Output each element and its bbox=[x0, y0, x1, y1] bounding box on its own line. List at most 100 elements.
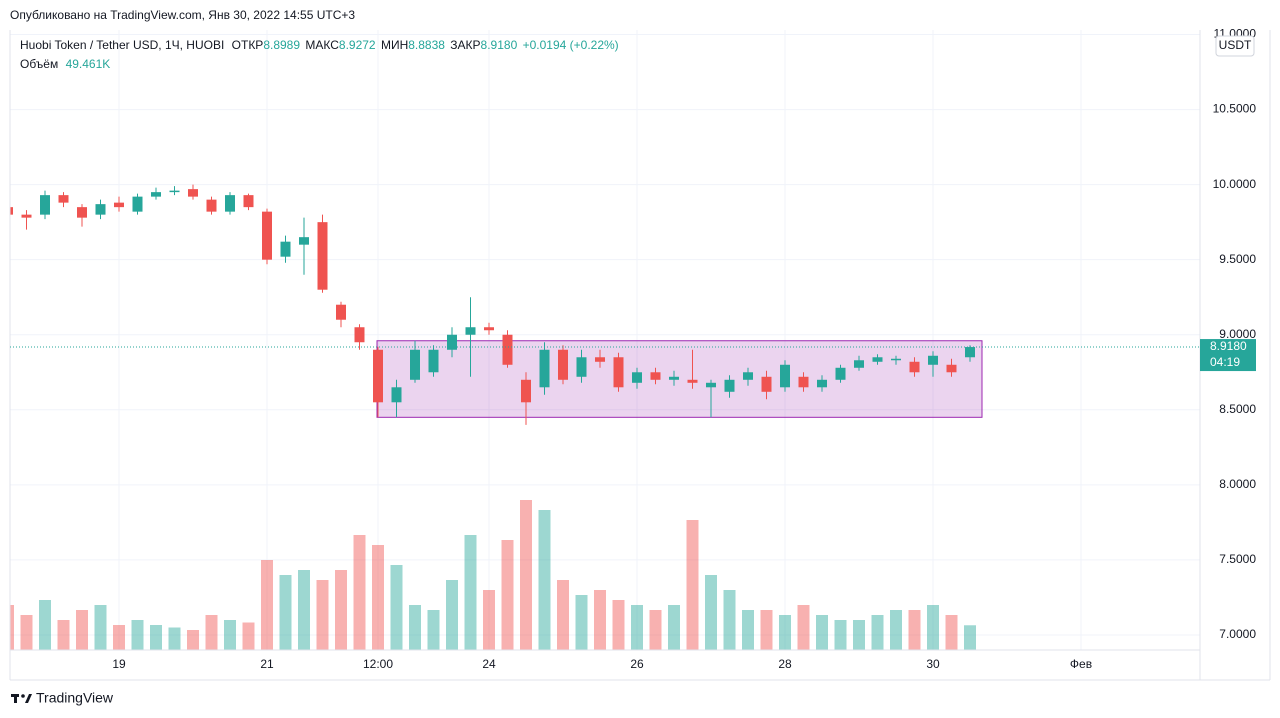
candle-body bbox=[965, 347, 975, 358]
countdown-label: 04:19 bbox=[1210, 355, 1240, 369]
volume-bar bbox=[834, 620, 847, 650]
volume-bar bbox=[612, 600, 625, 650]
volume-bar bbox=[816, 615, 828, 650]
candle-body bbox=[669, 376, 679, 380]
candle-body bbox=[336, 304, 346, 320]
volume-bar bbox=[298, 570, 310, 650]
candle-body bbox=[761, 376, 772, 392]
candle-body bbox=[687, 379, 698, 383]
candle-body bbox=[891, 358, 901, 361]
candle-body bbox=[835, 367, 846, 380]
volume-bar bbox=[20, 615, 33, 650]
candle-body bbox=[428, 349, 439, 373]
volume-bar bbox=[797, 605, 810, 650]
volume-bar bbox=[409, 605, 421, 650]
x-tick-label: 26 bbox=[630, 657, 644, 671]
volume-bar bbox=[853, 620, 865, 650]
candle-body bbox=[576, 357, 587, 377]
candle-body bbox=[724, 379, 735, 392]
low-value: 8.8838 bbox=[408, 38, 445, 52]
footer-brand: TradingView bbox=[36, 690, 114, 706]
range-box bbox=[376, 340, 983, 418]
candle-body bbox=[706, 382, 716, 388]
volume-bar bbox=[538, 510, 551, 650]
published-note: Опубликовано на TradingView.com, Янв 30,… bbox=[10, 8, 355, 22]
open-value: 8.8989 bbox=[263, 38, 300, 52]
volume-value: 49.461K bbox=[66, 57, 111, 71]
candle-body bbox=[780, 364, 790, 388]
volume-bar bbox=[464, 535, 477, 650]
x-tick-label: 30 bbox=[926, 657, 940, 671]
candle-body bbox=[77, 207, 87, 218]
candle-body bbox=[262, 211, 272, 260]
candle-body bbox=[854, 360, 864, 368]
volume-bar bbox=[168, 627, 181, 650]
volume-legend: Объём 49.461K bbox=[20, 57, 110, 71]
volume-bar bbox=[316, 580, 329, 650]
volume-bar bbox=[705, 575, 717, 650]
candle-body bbox=[484, 327, 494, 331]
volume-bar bbox=[10, 605, 14, 650]
volume-bar bbox=[205, 615, 218, 650]
candle-body bbox=[317, 222, 328, 290]
volume-bar bbox=[39, 600, 51, 650]
candle-body bbox=[58, 195, 69, 203]
candle-body bbox=[132, 196, 143, 212]
x-tick-label: Фев bbox=[1070, 657, 1092, 671]
volume-bar bbox=[446, 580, 458, 650]
y-tick-label: 9.0000 bbox=[1219, 327, 1256, 341]
candle-body bbox=[613, 357, 624, 388]
volume-bar bbox=[686, 520, 699, 650]
volume-bar bbox=[150, 625, 162, 650]
candle-body bbox=[798, 376, 809, 388]
volume-bar bbox=[372, 545, 384, 650]
volume-bar bbox=[649, 610, 662, 650]
volume-bar bbox=[631, 605, 643, 650]
currency: USDT bbox=[1219, 38, 1252, 52]
candle-body bbox=[539, 349, 550, 388]
volume-bar bbox=[760, 610, 773, 650]
volume-bar bbox=[187, 630, 199, 650]
volume-bar bbox=[668, 605, 680, 650]
volume-bar bbox=[224, 620, 236, 650]
candle-body bbox=[743, 372, 753, 380]
logo bbox=[11, 694, 32, 703]
volume-bar bbox=[742, 610, 754, 650]
candle-body bbox=[946, 364, 957, 373]
candle-body bbox=[206, 199, 217, 212]
volume-bar bbox=[483, 590, 495, 650]
close-value: 8.9180 bbox=[481, 38, 518, 52]
candle-body bbox=[928, 355, 938, 365]
volume-bar bbox=[520, 500, 532, 650]
candle-body bbox=[909, 361, 920, 373]
volume-bar bbox=[871, 615, 884, 650]
last-price-label: 8.9180 bbox=[1210, 339, 1247, 353]
candle-body bbox=[391, 387, 402, 403]
x-tick-label: 28 bbox=[778, 657, 792, 671]
volume-bar bbox=[945, 615, 958, 650]
volume-label: Объём bbox=[20, 57, 58, 71]
volume-bar bbox=[575, 595, 588, 650]
volume-bar bbox=[279, 575, 292, 650]
volume-bar bbox=[390, 565, 403, 650]
candle-body bbox=[817, 379, 827, 388]
low-label: МИН bbox=[381, 38, 408, 52]
candle-body bbox=[10, 207, 13, 215]
candle-body bbox=[558, 349, 568, 380]
candle-body bbox=[373, 349, 383, 403]
y-tick-label: 7.5000 bbox=[1219, 552, 1256, 566]
candle-body bbox=[521, 379, 531, 403]
candle-body bbox=[225, 195, 235, 212]
candle-body bbox=[169, 190, 180, 193]
candle-body bbox=[465, 327, 476, 335]
y-tick-label: 7.0000 bbox=[1219, 627, 1256, 641]
candle-body bbox=[410, 349, 420, 380]
candle-body bbox=[354, 327, 365, 343]
change: +0.0194 (+0.22%) bbox=[523, 38, 619, 52]
candle-body bbox=[632, 372, 642, 383]
volume-bar bbox=[501, 540, 514, 650]
candle-body bbox=[114, 202, 124, 208]
volume-bar bbox=[890, 610, 902, 650]
candle-body bbox=[151, 192, 161, 197]
